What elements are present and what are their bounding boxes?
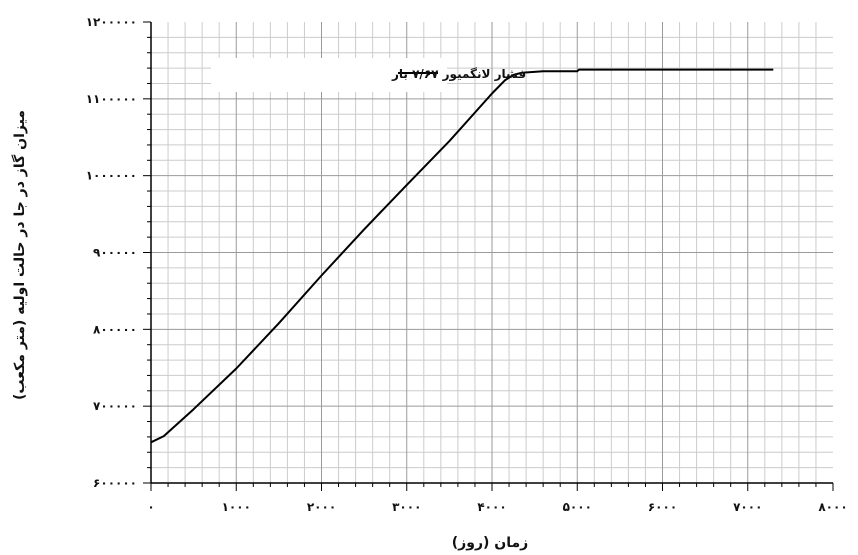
x-tick-label: ٠: [147, 500, 154, 514]
x-ticks: ٠ ١٠٠٠ ٢٠٠٠ ٣٠٠٠ ۴٠٠٠ ۵٠٠٠ ۶٠٠٠ ٧٠٠٠ ٨٠٠٠: [147, 483, 848, 514]
y-tick-label: ٨٠٠٠٠٠: [93, 322, 137, 336]
legend: فشار لانگمیور ۷/۶۷ بار: [211, 58, 526, 92]
y-tick-label: ١٠٠٠٠٠٠: [86, 169, 137, 183]
x-tick-label: ۴٠٠٠: [477, 500, 506, 514]
x-tick-label: ۵٠٠٠: [563, 500, 592, 514]
series-line: [150, 68, 774, 444]
y-tick-label: ٩٠٠٠٠٠: [93, 246, 137, 260]
x-tick-label: ٨٠٠٠: [818, 500, 847, 514]
legend-box: [211, 58, 447, 92]
y-tick-label: ١١٠٠٠٠٠: [86, 92, 137, 106]
x-tick-label: ٣٠٠٠: [392, 500, 421, 514]
grid-major: [151, 22, 833, 483]
x-tick-label: ١٠٠٠: [222, 500, 251, 514]
y-ticks: ۶٠٠٠٠٠ ٧٠٠٠٠٠ ٨٠٠٠٠٠ ٩٠٠٠٠٠ ١٠٠٠٠٠٠ ١١٠٠٠٠٠ ١٢…: [86, 15, 151, 490]
y-axis-title: میزان گاز در جا در حالت اولیه (متر مکعب): [11, 110, 28, 400]
series-layer: [150, 68, 774, 444]
y-tick-label: ١٢٠٠٠٠٠: [86, 15, 137, 29]
x-tick-label: ٢٠٠٠: [307, 500, 336, 514]
y-tick-label: ۶٠٠٠٠٠: [93, 476, 137, 490]
x-axis-title: زمان (روز): [452, 535, 528, 551]
legend-label: فشار لانگمیور ۷/۶۷ بار: [391, 67, 526, 82]
x-tick-label: ۶٠٠٠: [648, 500, 677, 514]
x-tick-label: ٧٠٠٠: [733, 500, 762, 514]
y-tick-label: ٧٠٠٠٠٠: [93, 399, 137, 413]
